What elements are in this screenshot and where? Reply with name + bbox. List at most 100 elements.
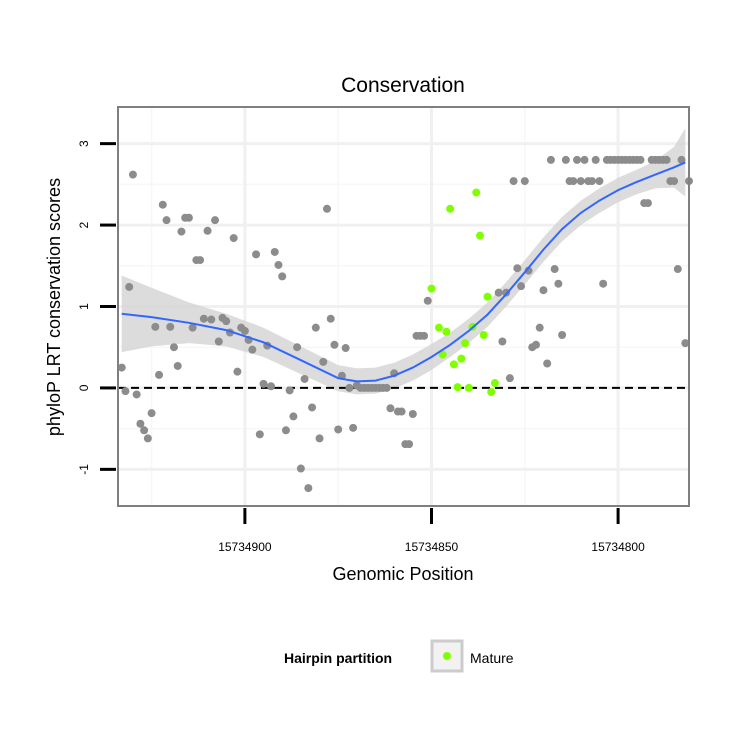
data-point-other [315,434,324,443]
data-point-other [382,383,391,392]
data-points [117,155,693,493]
data-point-other [285,386,294,395]
data-point-other [207,315,216,324]
data-point-other [121,387,130,396]
data-point-other [599,279,608,288]
data-point-other [128,170,137,179]
data-point-mature [427,284,436,293]
data-point-other [293,343,302,352]
data-point-other [386,404,395,413]
data-point-other [281,426,290,435]
data-point-other [169,343,178,352]
data-point-other [520,177,529,186]
data-point-other [278,272,287,281]
smooth-trend-line [121,161,686,383]
data-point-other [184,213,193,222]
data-point-other [296,464,305,473]
data-point-mature [449,360,458,369]
data-point-other [267,382,276,391]
data-point-mature [472,188,481,197]
y-tick-label: 2 [77,221,91,228]
data-point-other [248,345,257,354]
data-point-other [311,323,320,332]
data-point-other [188,323,197,332]
data-point-other [196,256,205,265]
data-point-other [405,440,414,449]
data-point-other [408,409,417,418]
x-tick-label: 15734850 [405,540,459,554]
x-axis: 15734900 15734850 15734800 [218,508,645,554]
plot-border [117,106,690,507]
data-point-other [319,357,328,366]
x-tick-label: 15734900 [218,540,272,554]
data-point-other [211,216,220,225]
data-point-other [199,314,208,323]
legend-label-mature: Mature [470,650,514,666]
data-point-other [636,155,645,164]
y-axis-title: phyloP LRT conservation scores [44,178,64,436]
data-point-other [498,337,507,346]
data-point-other [214,337,223,346]
data-point-other [334,425,343,434]
data-point-other [587,177,596,186]
data-point-other [222,317,231,326]
data-point-mature [442,327,451,336]
data-point-other [259,379,268,388]
data-point-mature [434,323,443,332]
data-point-other [117,363,126,372]
data-point-mature [446,204,455,213]
data-point-other [252,250,261,259]
data-point-mature [487,388,496,396]
data-point-other [143,434,152,443]
chart-title: Conservation [341,74,465,97]
data-point-other [151,322,160,331]
data-point-other [494,288,503,297]
data-point-other [173,361,182,370]
y-axis: 3 2 1 0 -1 [77,140,116,475]
data-point-mature [483,292,492,301]
data-point-other [240,326,249,335]
data-point-other [233,367,242,376]
legend-key-box [430,639,464,673]
data-point-other [677,155,686,164]
data-point-other [166,322,175,331]
data-point-other [539,286,548,295]
data-point-other [397,407,406,416]
data-point-other [341,344,350,353]
data-point-other [505,374,514,383]
y-tick-label: -1 [77,464,91,475]
data-point-other [304,484,313,493]
data-point-other [162,216,171,225]
legend-key-dot [443,652,451,660]
data-point-other [345,383,354,392]
data-point-other [132,390,141,399]
data-point-other [670,177,679,186]
data-point-other [136,419,145,428]
data-point-other [125,282,134,291]
data-point-other [203,226,212,235]
data-point-other [643,199,652,208]
data-point-mature [457,354,466,363]
data-point-other [420,331,429,340]
data-point-other [423,296,432,305]
data-point-mature [490,379,499,388]
data-point-other [229,234,238,243]
data-point-other [270,247,279,256]
data-point-other [255,430,264,439]
data-point-other [569,177,578,186]
data-point-other [531,340,540,349]
y-tick-label: 1 [77,303,91,310]
data-point-other [140,426,149,435]
confidence-band [121,128,686,395]
data-point-other [155,370,164,379]
data-point-mature [453,383,462,392]
data-point-other [546,155,555,164]
data-point-other [517,282,526,291]
data-point-other [535,323,544,332]
data-point-other [177,227,186,236]
data-point-other [158,200,167,209]
data-point-other [550,265,559,274]
legend: Hairpin partition Mature [284,639,514,673]
data-point-other [561,155,570,164]
